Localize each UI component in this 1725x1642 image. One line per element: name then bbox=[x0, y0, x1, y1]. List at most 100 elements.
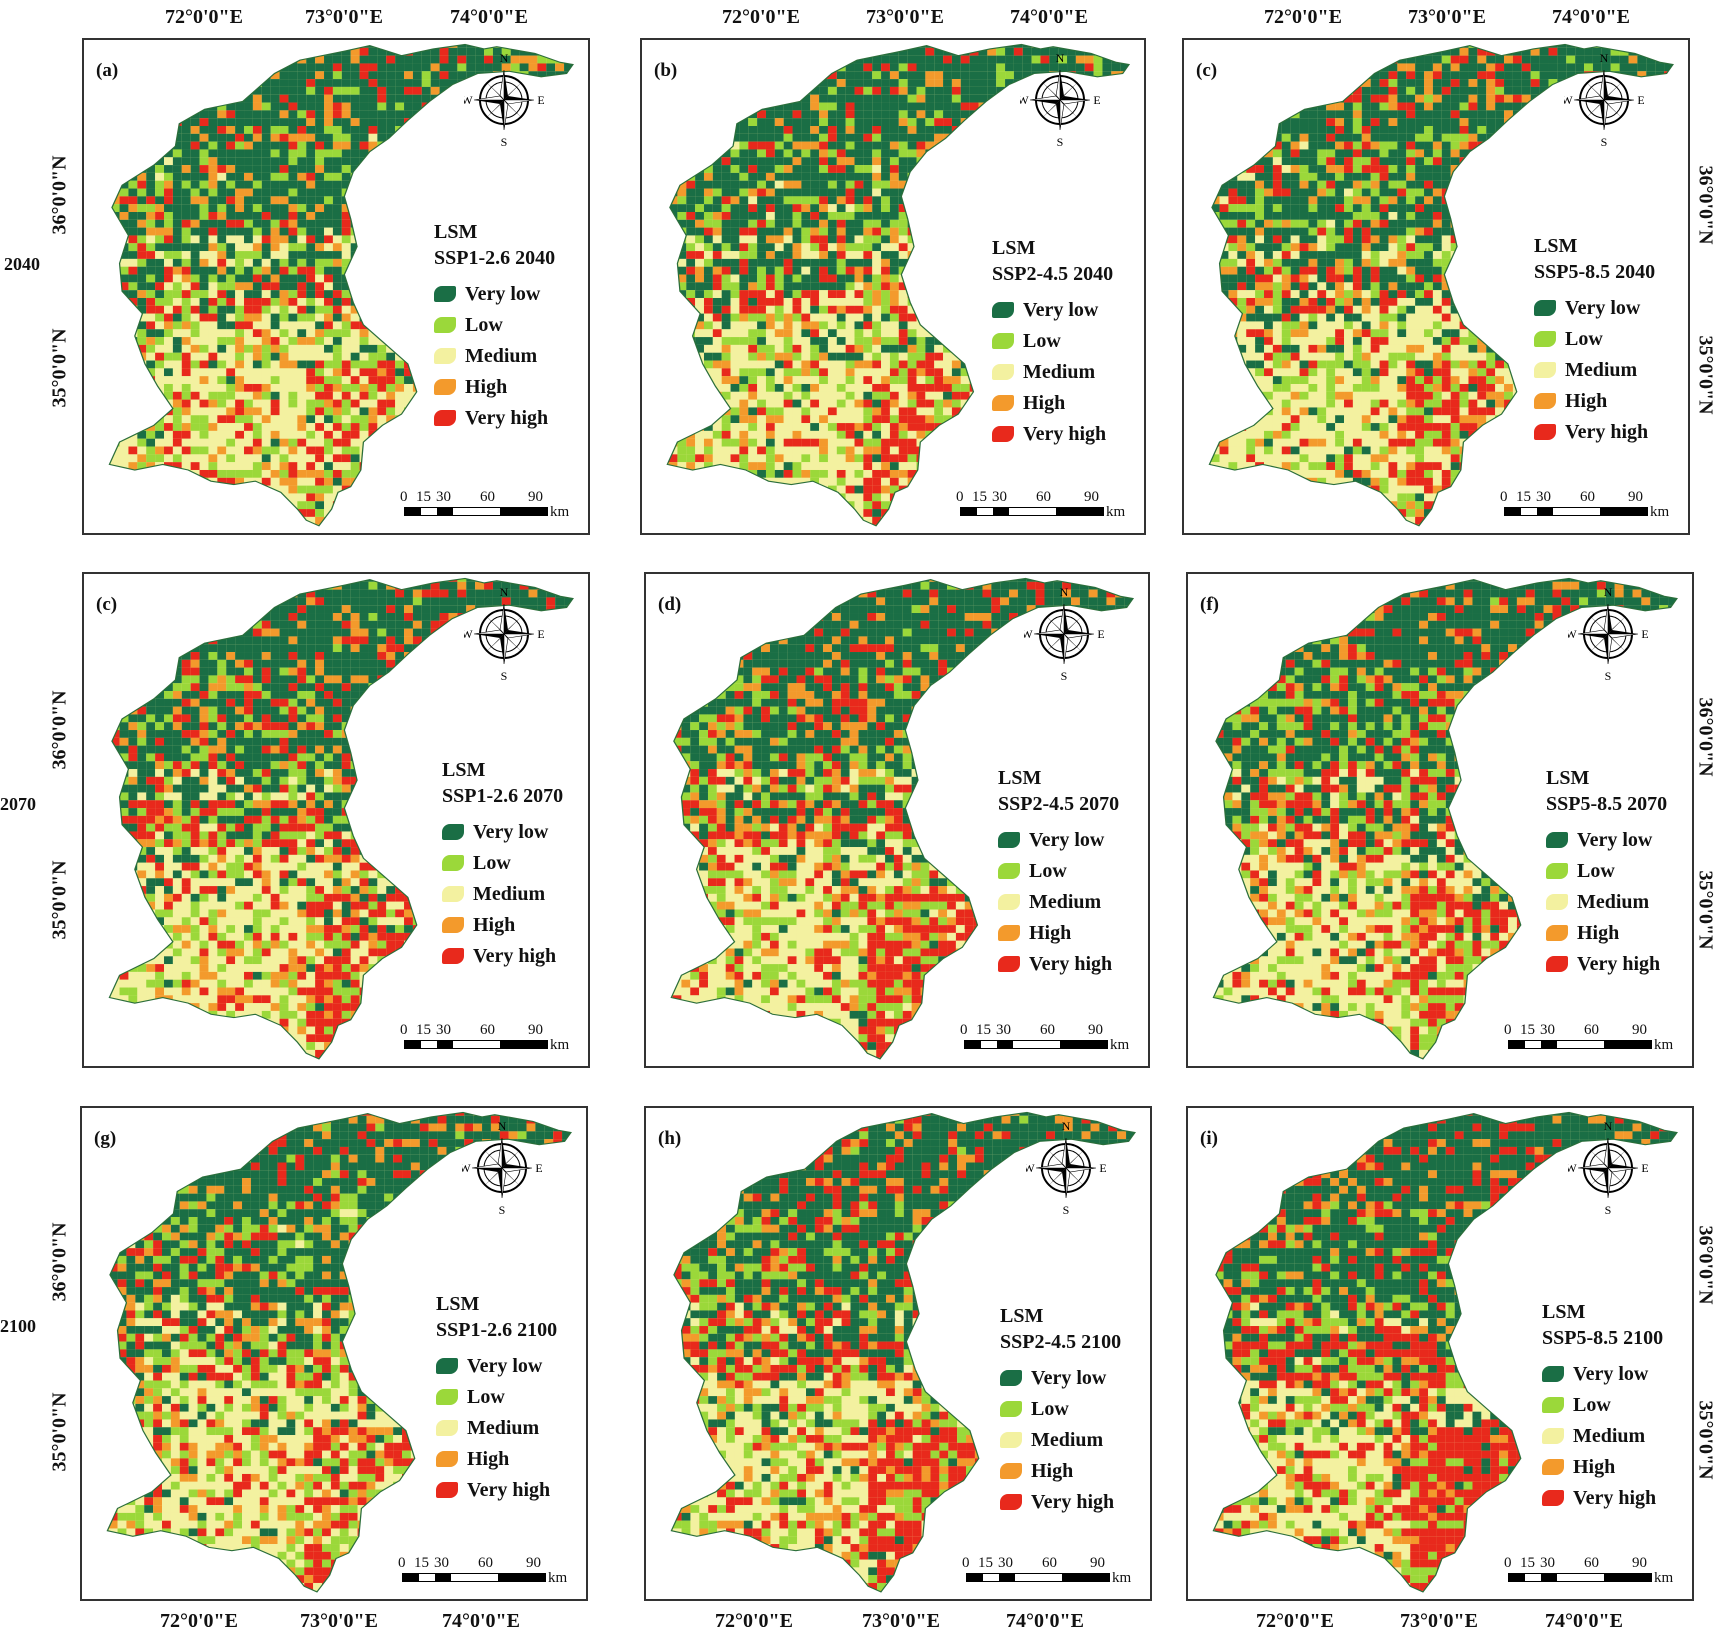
legend: LSM SSP2-4.5 2070 Very low Low Medium High Ver… bbox=[998, 768, 1119, 979]
legend-item: Very low bbox=[442, 816, 563, 847]
legend-item-label: Very low bbox=[465, 284, 540, 304]
legend-swatch-icon bbox=[1000, 1431, 1022, 1448]
scale-bar-segment bbox=[1525, 1574, 1541, 1581]
legend: LSM SSP2-4.5 2100 Very low Low Medium High Ver… bbox=[1000, 1306, 1121, 1517]
compass-w: W bbox=[1020, 93, 1029, 107]
legend-item-label: Very low bbox=[1031, 1368, 1106, 1388]
legend-swatch-icon bbox=[434, 409, 456, 426]
legend: LSM SSP1-2.6 2100 Very low Low Medium High Ver… bbox=[436, 1294, 557, 1505]
legend-item: Very high bbox=[1546, 948, 1667, 979]
legend-item: Low bbox=[998, 855, 1119, 886]
scale-tick-label: 0 bbox=[398, 1555, 406, 1572]
landslide-susceptibility-map bbox=[106, 1111, 572, 1593]
legend-item-label: Very low bbox=[1577, 830, 1652, 850]
legend-swatch-icon bbox=[1534, 299, 1556, 316]
legend-swatch-icon bbox=[436, 1388, 458, 1405]
scale-tick-label: 90 bbox=[1628, 489, 1643, 506]
legend-swatch-icon bbox=[998, 831, 1020, 848]
legend-swatch-icon bbox=[998, 862, 1020, 879]
legend-swatch-icon bbox=[442, 947, 464, 964]
legend-item: Very high bbox=[442, 940, 563, 971]
right-lat-35-row2: 35°0'0"N bbox=[1694, 870, 1717, 949]
compass-e: E bbox=[537, 93, 544, 107]
scale-bar-graphic bbox=[402, 1573, 546, 1582]
legend-item: Very low bbox=[1542, 1358, 1663, 1389]
legend-item: Very low bbox=[998, 824, 1119, 855]
compass-n: N bbox=[500, 52, 509, 65]
panel-label: (c) bbox=[1196, 60, 1217, 82]
top-lon-label-2: 73°0'0"E bbox=[305, 6, 383, 29]
compass-w: W bbox=[1024, 627, 1033, 641]
legend-item-label: Low bbox=[1023, 331, 1061, 351]
legend-item: Very high bbox=[1000, 1486, 1121, 1517]
scale-bar-graphic bbox=[966, 1573, 1110, 1582]
landslide-susceptibility-map bbox=[108, 577, 574, 1060]
legend-item: Very high bbox=[436, 1474, 557, 1505]
scale-bar-segment bbox=[1009, 508, 1056, 515]
scale-bar: 0 15 30 60 90 km bbox=[1504, 1022, 1674, 1060]
legend-item-label: Medium bbox=[1573, 1426, 1645, 1446]
scale-tick-label: 0 bbox=[1504, 1555, 1512, 1572]
map-panel: (b) N S W E LSM SSP2-4.5 2040 Very low Low Medium… bbox=[640, 38, 1146, 535]
legend-item: Medium bbox=[992, 356, 1113, 387]
scale-unit: km bbox=[548, 1570, 567, 1587]
legend-swatch-icon bbox=[1546, 924, 1568, 941]
bottom-lon-label-8: 73°0'0"E bbox=[1400, 1610, 1478, 1633]
scale-bar-segment bbox=[997, 1041, 1013, 1048]
legend-swatch-icon bbox=[442, 885, 464, 902]
scale-bar-segment bbox=[977, 508, 993, 515]
legend-swatch-icon bbox=[434, 347, 456, 364]
scale-tick-label: 60 bbox=[1584, 1022, 1599, 1039]
right-lat-35-row3: 35°0'0"N bbox=[1694, 1400, 1717, 1479]
panel-label: (d) bbox=[658, 594, 681, 616]
legend-item: Very low bbox=[1000, 1362, 1121, 1393]
legend: LSM SSP5-8.5 2070 Very low Low Medium High Ver… bbox=[1546, 768, 1667, 979]
compass-s: S bbox=[1605, 1203, 1612, 1216]
compass-s: S bbox=[501, 135, 508, 148]
scale-bar-segment bbox=[983, 1574, 999, 1581]
legend-title: LSM bbox=[434, 222, 555, 242]
legend-item: High bbox=[1546, 917, 1667, 948]
legend-swatch-icon bbox=[1534, 330, 1556, 347]
legend-item-label: Very high bbox=[1565, 422, 1648, 442]
legend-item: Medium bbox=[436, 1412, 557, 1443]
legend-scenario: SSP5-8.5 2040 bbox=[1534, 262, 1655, 282]
legend-scenario: SSP5-8.5 2070 bbox=[1546, 794, 1667, 814]
scale-tick-label: 60 bbox=[1036, 489, 1051, 506]
compass-s: S bbox=[1057, 135, 1064, 148]
legend-swatch-icon bbox=[1000, 1493, 1022, 1510]
legend-item-label: Medium bbox=[1565, 360, 1637, 380]
legend-swatch-icon bbox=[442, 854, 464, 871]
map-panel: (f) N S W E LSM SSP5-8.5 2070 Very low Low Medium… bbox=[1186, 572, 1694, 1068]
scale-bar-segment bbox=[993, 508, 1009, 515]
scale-bar: 0 15 30 60 90 km bbox=[400, 1022, 570, 1060]
scale-tick-label: 90 bbox=[528, 489, 543, 506]
legend-item: Medium bbox=[442, 878, 563, 909]
legend-swatch-icon bbox=[436, 1419, 458, 1436]
compass-e: E bbox=[1641, 627, 1648, 641]
scale-tick-label: 30 bbox=[436, 489, 451, 506]
landslide-susceptibility-map bbox=[1212, 577, 1678, 1060]
legend-item: Low bbox=[992, 325, 1113, 356]
legend-scenario: SSP2-4.5 2040 bbox=[992, 264, 1113, 284]
scale-bar-segment bbox=[967, 1574, 983, 1581]
legend-item-label: Medium bbox=[467, 1418, 539, 1438]
scale-tick-label: 90 bbox=[1632, 1555, 1647, 1572]
panel-label: (i) bbox=[1200, 1128, 1218, 1150]
scale-bar-segment bbox=[1062, 1574, 1109, 1581]
legend-item-label: Low bbox=[1565, 329, 1603, 349]
legend-item-label: High bbox=[1031, 1461, 1073, 1481]
left-lat-36-row2: 36°0'0"N bbox=[49, 690, 72, 769]
scale-tick-label: 90 bbox=[528, 1022, 543, 1039]
legend-item-label: Medium bbox=[473, 884, 545, 904]
scale-bar-segment bbox=[435, 1574, 451, 1581]
scale-tick-label: 30 bbox=[436, 1022, 451, 1039]
legend-scenario: SSP1-2.6 2040 bbox=[434, 248, 555, 268]
scale-tick-label: 60 bbox=[1584, 1555, 1599, 1572]
legend-scenario: SSP5-8.5 2100 bbox=[1542, 1328, 1663, 1348]
panel-label: (f) bbox=[1200, 594, 1219, 616]
legend-swatch-icon bbox=[1546, 831, 1568, 848]
legend-swatch-icon bbox=[992, 332, 1014, 349]
legend-scenario: SSP2-4.5 2070 bbox=[998, 794, 1119, 814]
compass-s: S bbox=[1063, 1203, 1070, 1216]
